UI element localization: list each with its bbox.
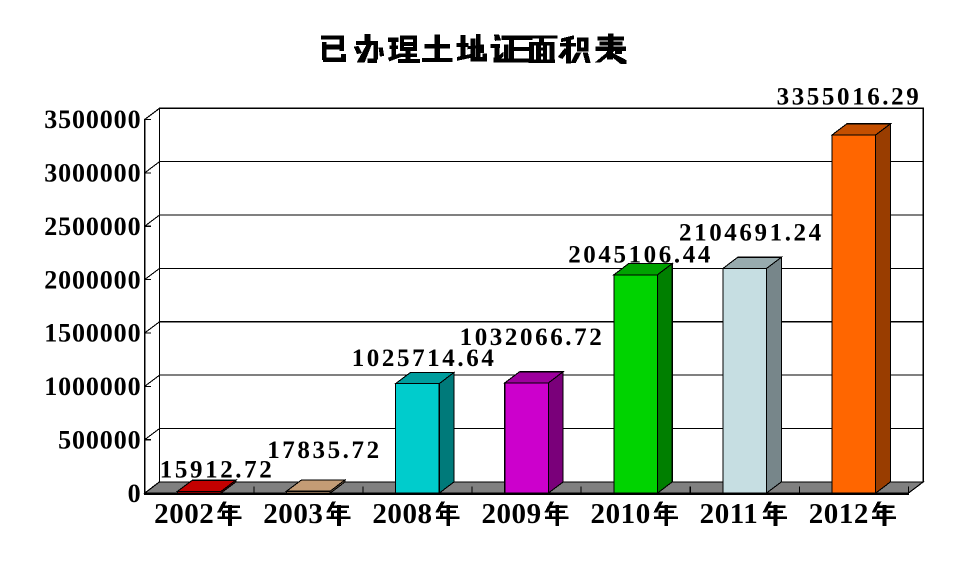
svg-text:2002: 2002 <box>154 498 214 530</box>
svg-text:2010: 2010 <box>591 498 651 530</box>
svg-text:2011: 2011 <box>700 498 759 530</box>
svg-text:1000000: 1000000 <box>44 372 141 401</box>
svg-text:2000000: 2000000 <box>44 265 141 294</box>
svg-text:0: 0 <box>128 479 142 508</box>
svg-text:1032066.72: 1032066.72 <box>460 324 605 351</box>
svg-text:15912.72: 15912.72 <box>160 457 275 484</box>
svg-text:3000000: 3000000 <box>44 159 141 188</box>
svg-text:2104691.24: 2104691.24 <box>679 220 824 247</box>
svg-text:3355016.29: 3355016.29 <box>777 84 922 111</box>
svg-text:2045106.44: 2045106.44 <box>568 241 713 268</box>
svg-text:2500000: 2500000 <box>44 212 141 241</box>
svg-text:2009: 2009 <box>481 498 541 530</box>
svg-text:500000: 500000 <box>58 425 141 454</box>
svg-text:2012: 2012 <box>809 498 869 530</box>
svg-text:3500000: 3500000 <box>44 105 141 134</box>
svg-text:2008: 2008 <box>372 498 432 530</box>
svg-text:1025714.64: 1025714.64 <box>352 345 497 372</box>
svg-text:1500000: 1500000 <box>44 319 141 348</box>
svg-text:17835.72: 17835.72 <box>267 437 382 464</box>
svg-text:2003: 2003 <box>263 498 323 530</box>
